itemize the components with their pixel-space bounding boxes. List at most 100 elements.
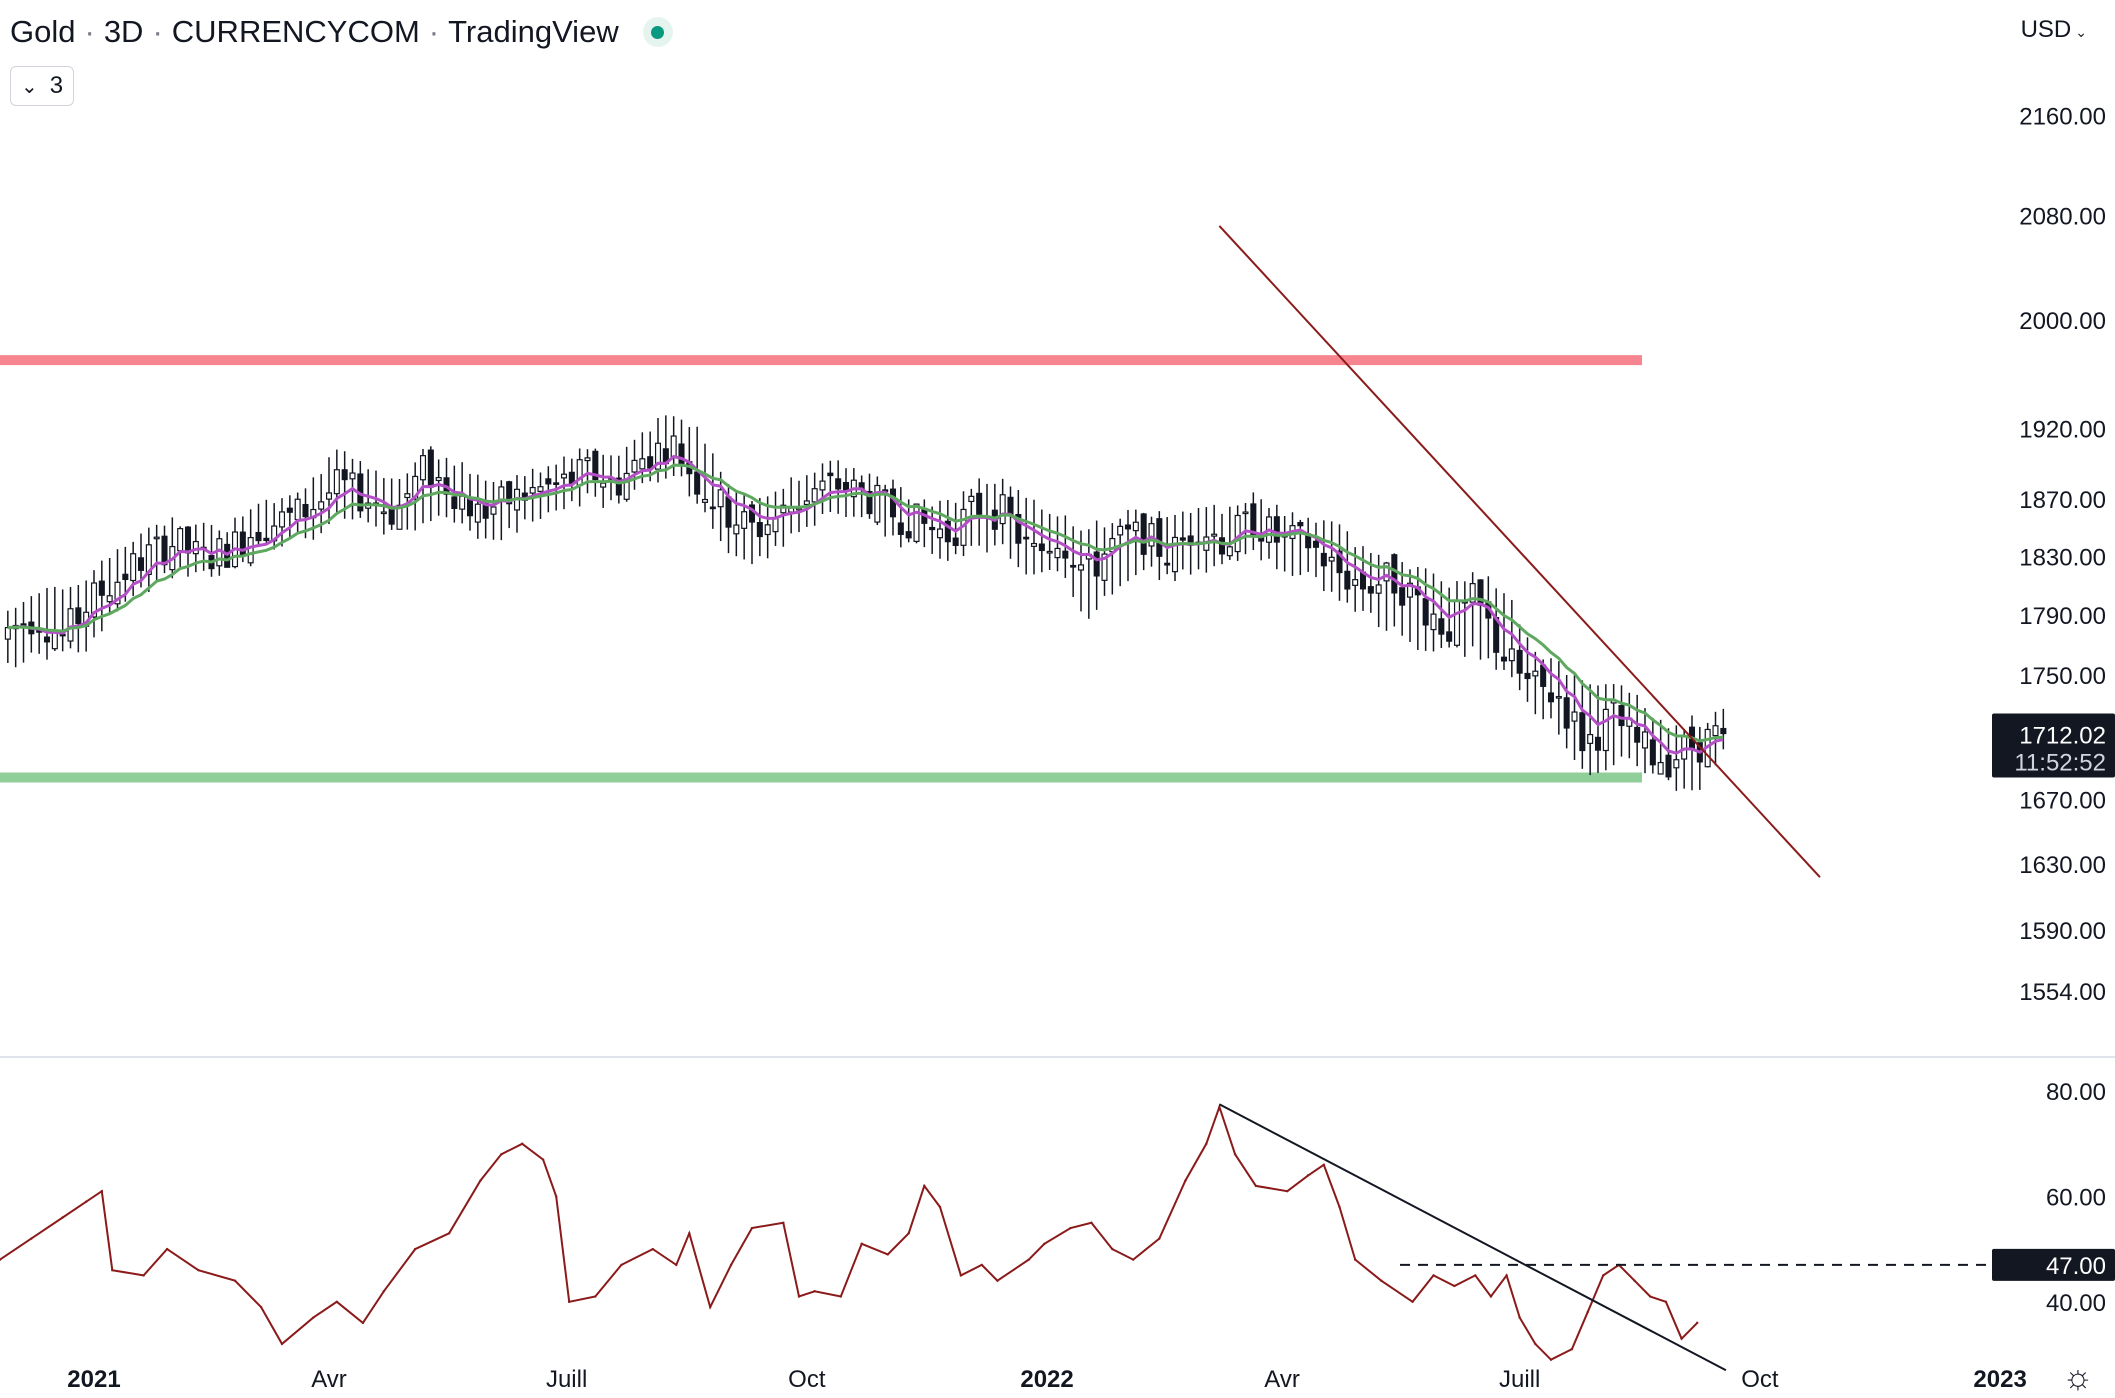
candle[interactable] bbox=[1571, 711, 1578, 722]
candle[interactable] bbox=[1312, 540, 1320, 548]
candle[interactable] bbox=[380, 511, 387, 515]
candle[interactable] bbox=[1124, 524, 1132, 530]
candle[interactable] bbox=[537, 486, 544, 492]
time-axis[interactable]: 2021 Avr Juill Oct 2022 Avr Juill Oct 2023 bbox=[67, 1366, 2027, 1393]
candle[interactable] bbox=[98, 580, 105, 596]
candle[interactable] bbox=[1148, 523, 1155, 547]
candle[interactable] bbox=[1242, 511, 1249, 515]
candle[interactable] bbox=[1720, 727, 1727, 735]
candle[interactable] bbox=[1171, 536, 1179, 573]
candle[interactable] bbox=[184, 526, 192, 554]
candle[interactable] bbox=[1422, 598, 1429, 626]
candle[interactable] bbox=[278, 511, 286, 528]
candle[interactable] bbox=[725, 496, 732, 528]
candle[interactable] bbox=[929, 526, 936, 531]
rsi-axis[interactable]: 80.00 60.00 40.00 47.00 bbox=[1992, 1079, 2115, 1317]
candle[interactable] bbox=[764, 524, 771, 536]
candle[interactable] bbox=[1344, 570, 1351, 590]
candle[interactable] bbox=[866, 490, 873, 515]
candle[interactable] bbox=[1101, 553, 1108, 581]
candle[interactable] bbox=[1594, 736, 1602, 751]
candle[interactable] bbox=[780, 504, 787, 514]
candle[interactable] bbox=[451, 496, 458, 509]
candle[interactable] bbox=[1234, 514, 1241, 553]
candle[interactable] bbox=[1030, 542, 1038, 547]
candle[interactable] bbox=[177, 528, 184, 552]
candle[interactable] bbox=[122, 573, 129, 581]
candle[interactable] bbox=[1399, 587, 1406, 606]
candle[interactable] bbox=[145, 544, 152, 575]
candle[interactable] bbox=[560, 473, 568, 479]
candle[interactable] bbox=[835, 478, 842, 490]
candle[interactable] bbox=[1649, 739, 1656, 766]
candle[interactable] bbox=[1453, 600, 1461, 646]
candle[interactable] bbox=[1179, 537, 1186, 541]
candle[interactable] bbox=[1563, 697, 1570, 729]
candle[interactable] bbox=[114, 581, 121, 605]
candle[interactable] bbox=[1038, 543, 1045, 552]
currency-selector[interactable]: USD ⌄ bbox=[2021, 16, 2087, 44]
candle[interactable] bbox=[294, 498, 301, 521]
candle[interactable] bbox=[419, 455, 427, 481]
candle[interactable] bbox=[404, 493, 411, 499]
candle[interactable] bbox=[43, 636, 51, 643]
price-axis[interactable]: 2160.00 2080.00 2000.00 1920.00 1870.00 1830.… bbox=[1992, 103, 2115, 1006]
candle[interactable] bbox=[631, 459, 638, 473]
candle[interactable] bbox=[1532, 670, 1539, 677]
candle[interactable] bbox=[654, 442, 662, 470]
candle[interactable] bbox=[349, 472, 356, 480]
candle[interactable] bbox=[819, 480, 826, 491]
candle[interactable] bbox=[1602, 708, 1609, 752]
candle[interactable] bbox=[90, 582, 98, 618]
candle[interactable] bbox=[506, 481, 513, 505]
candle[interactable] bbox=[412, 475, 419, 500]
candle[interactable] bbox=[1054, 547, 1061, 559]
candle[interactable] bbox=[600, 482, 607, 488]
candle[interactable] bbox=[968, 495, 975, 503]
candle[interactable] bbox=[1328, 556, 1335, 562]
candle[interactable] bbox=[1375, 584, 1382, 594]
candle[interactable] bbox=[1164, 562, 1171, 566]
candle[interactable] bbox=[733, 524, 740, 535]
candle[interactable] bbox=[1547, 692, 1555, 703]
candle[interactable] bbox=[623, 472, 630, 500]
candle[interactable] bbox=[1273, 516, 1280, 543]
candle[interactable] bbox=[889, 488, 897, 518]
candle[interactable] bbox=[936, 528, 944, 539]
candle[interactable] bbox=[333, 469, 340, 495]
candle[interactable] bbox=[1406, 582, 1414, 598]
candle[interactable] bbox=[1579, 712, 1586, 752]
candle[interactable] bbox=[678, 443, 685, 465]
candle[interactable] bbox=[106, 595, 113, 603]
candle[interactable] bbox=[1352, 579, 1359, 586]
candle[interactable] bbox=[694, 471, 701, 495]
candle[interactable] bbox=[318, 501, 325, 510]
candle[interactable] bbox=[1320, 552, 1327, 567]
candle[interactable] bbox=[1336, 550, 1343, 574]
candle[interactable] bbox=[459, 495, 466, 510]
candle[interactable] bbox=[1391, 554, 1398, 594]
candle[interactable] bbox=[756, 522, 763, 538]
candle[interactable] bbox=[1516, 649, 1523, 674]
symbol-legend[interactable]: Gold · 3D · CURRENCYCOM · TradingView bbox=[10, 14, 673, 50]
gear-icon[interactable]: ☼ bbox=[2062, 1358, 2094, 1396]
candle[interactable] bbox=[1555, 695, 1562, 699]
candle[interactable] bbox=[302, 504, 309, 518]
candle[interactable] bbox=[1673, 759, 1680, 769]
candle[interactable] bbox=[388, 508, 395, 525]
candle[interactable] bbox=[435, 477, 442, 482]
candle[interactable] bbox=[701, 498, 709, 503]
candle[interactable] bbox=[1297, 522, 1304, 527]
candle[interactable] bbox=[153, 536, 160, 540]
candle[interactable] bbox=[952, 537, 959, 547]
candle[interactable] bbox=[584, 457, 591, 462]
candle[interactable] bbox=[51, 632, 58, 650]
candle[interactable] bbox=[325, 492, 333, 500]
candle[interactable] bbox=[427, 449, 434, 488]
candle[interactable] bbox=[1500, 656, 1508, 662]
candle[interactable] bbox=[1218, 537, 1226, 555]
candle[interactable] bbox=[717, 489, 724, 508]
candle[interactable] bbox=[1438, 618, 1445, 635]
